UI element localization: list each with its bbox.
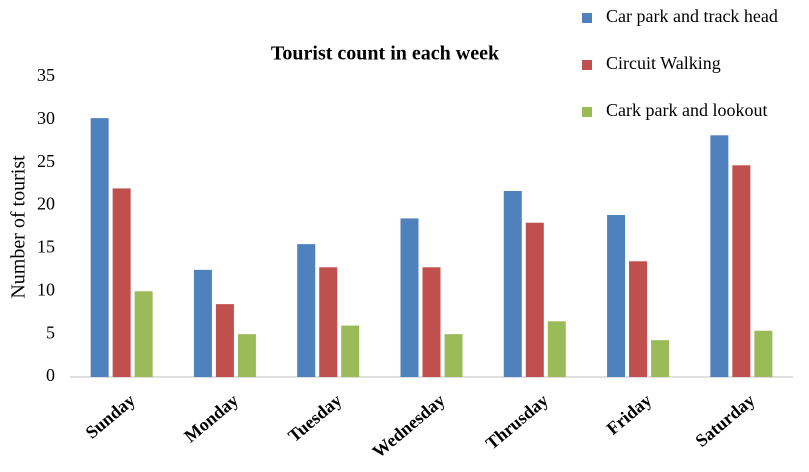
legend-label: Cark park and lookout xyxy=(606,100,767,120)
y-axis-label: Number of tourist xyxy=(8,155,30,299)
bar xyxy=(193,269,212,377)
legend-swatch xyxy=(582,107,592,117)
bar xyxy=(710,135,729,377)
bar xyxy=(237,334,256,377)
x-tick-label: Tuesday xyxy=(284,390,345,446)
bar xyxy=(422,267,441,377)
legend-label: Circuit Walking xyxy=(606,53,721,73)
y-tick-label: 30 xyxy=(37,108,55,128)
bar xyxy=(732,165,751,377)
x-tick-label: Friday xyxy=(603,390,656,439)
y-tick-label: 0 xyxy=(46,365,55,385)
chart-title: Tourist count in each week xyxy=(271,43,500,65)
bar xyxy=(112,188,131,377)
x-tick-label: Monday xyxy=(180,390,242,446)
bar xyxy=(607,215,626,377)
bar xyxy=(525,222,544,377)
bar xyxy=(444,334,463,377)
y-tick-label: 25 xyxy=(37,151,55,171)
y-tick-label: 35 xyxy=(37,65,55,85)
bar xyxy=(215,304,234,377)
y-tick-label: 15 xyxy=(37,237,55,257)
bar xyxy=(547,321,566,377)
bar xyxy=(341,325,360,377)
bar xyxy=(319,267,338,377)
legend-swatch xyxy=(582,13,592,23)
bar xyxy=(400,218,419,377)
x-tick-label: Saturday xyxy=(691,390,758,451)
bar xyxy=(651,340,670,377)
bar xyxy=(754,330,773,377)
bar xyxy=(90,118,109,378)
legend-swatch xyxy=(582,60,592,70)
bar xyxy=(629,261,648,377)
y-tick-label: 10 xyxy=(37,279,55,299)
x-tick-label: Wednesday xyxy=(368,390,448,462)
legend-label: Car park and track head xyxy=(606,6,778,26)
bar xyxy=(297,244,316,377)
bar xyxy=(134,291,153,377)
bar xyxy=(503,191,522,377)
y-tick-label: 5 xyxy=(46,322,55,342)
y-tick-label: 20 xyxy=(37,194,55,214)
x-tick-label: Sunday xyxy=(82,390,139,443)
x-tick-label: Thrusday xyxy=(482,390,552,454)
